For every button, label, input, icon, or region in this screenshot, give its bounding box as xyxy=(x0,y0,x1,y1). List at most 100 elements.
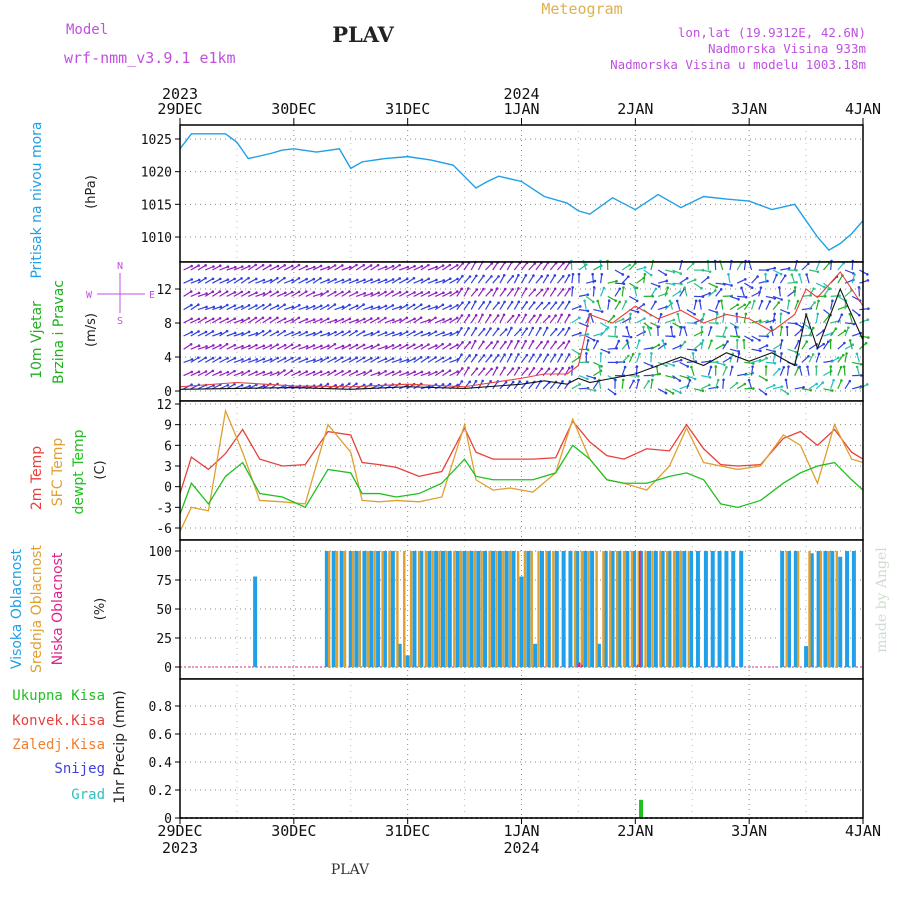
wind-arrow-head xyxy=(779,312,783,316)
wind-arrow-head xyxy=(262,370,266,374)
wind-arrow xyxy=(599,274,603,284)
wind-arrow xyxy=(715,344,724,350)
wind-arrow xyxy=(751,335,760,341)
wind-arrow-head xyxy=(586,293,590,296)
wind-arrow-head xyxy=(847,326,850,329)
wind-arrow xyxy=(463,288,469,297)
wind-arrow xyxy=(233,371,243,377)
wind-arrow xyxy=(240,265,250,271)
wind-arrow-head xyxy=(441,303,445,307)
wind-arrow xyxy=(614,340,620,350)
wind-arrow xyxy=(363,332,373,337)
wind-arrow-head xyxy=(787,299,791,303)
wind-arrow-head xyxy=(503,366,506,370)
low-cloud-bar xyxy=(577,663,580,667)
wind-arrow xyxy=(535,262,542,271)
wind-arrow-head xyxy=(672,318,676,322)
wind-arrow xyxy=(248,278,257,284)
wind-arrow xyxy=(420,264,429,271)
wind-arrow xyxy=(557,342,565,350)
wind-arrow-head xyxy=(621,378,625,382)
wind-arrow xyxy=(844,289,853,297)
wind-arrow-head xyxy=(461,301,464,304)
wind-arrow-head xyxy=(699,342,703,345)
wind-arrow-head xyxy=(715,285,718,289)
wind-arrow-head xyxy=(190,317,193,321)
wind-arrow xyxy=(492,302,500,310)
temp2m-line xyxy=(179,420,864,494)
wind-arrow-head xyxy=(435,265,438,269)
wind-arrow xyxy=(707,327,712,337)
wind-arrow-head xyxy=(785,325,789,329)
wind-arrow-head xyxy=(441,356,445,360)
wind-arrow xyxy=(626,327,630,337)
wind-arrow xyxy=(197,317,206,324)
wind-arrow xyxy=(492,288,498,297)
wind-arrow xyxy=(549,288,556,297)
high-cloud-bar xyxy=(739,551,744,667)
high-cloud-bar xyxy=(823,551,828,667)
wind-arrow xyxy=(669,300,674,310)
wind-arrow xyxy=(657,269,667,276)
wind-arrow-head xyxy=(269,264,272,267)
wind-arrow xyxy=(190,330,199,337)
wind-arrow-head xyxy=(693,278,697,282)
wind-arrow xyxy=(442,343,451,350)
wind-arrow-head xyxy=(427,304,431,308)
wind-arrow-head xyxy=(240,383,244,387)
wind-arrow xyxy=(672,359,682,363)
wind-arrow-head xyxy=(355,343,359,347)
wind-arrow xyxy=(283,357,293,363)
wind-arrow-head xyxy=(654,287,658,291)
wind-arrow-head xyxy=(384,369,387,373)
wind-arrow xyxy=(413,317,422,324)
wind-arrow-head xyxy=(586,309,590,313)
wind-arrow-head xyxy=(852,322,856,326)
wind-arrow xyxy=(219,371,229,377)
wind-arrow xyxy=(427,292,437,297)
wind-arrow xyxy=(255,317,264,324)
wind-arrow xyxy=(305,332,315,337)
wind-arrow xyxy=(700,326,703,337)
wind-arrow xyxy=(334,279,344,284)
wind-arrow xyxy=(643,322,652,329)
wind-arrow-head xyxy=(248,357,251,361)
wind-arrow-head xyxy=(190,358,194,361)
wind-arrow-head xyxy=(218,316,222,320)
temperature-panel: 2m Temp SFC Temp dewpt Temp (C) -6-30369… xyxy=(29,398,864,541)
wind-arrow-head xyxy=(434,370,438,374)
wind-arrow-head xyxy=(255,358,259,361)
wind-arrow-head xyxy=(533,262,537,265)
footer-station: PLAV xyxy=(331,862,370,878)
wind-arrow xyxy=(226,344,236,350)
mid-cloud-bar xyxy=(615,551,619,667)
wind-arrow-head xyxy=(525,300,528,304)
mid-cloud-bar xyxy=(445,551,448,667)
wind-arrow xyxy=(549,315,557,324)
wind-arrow xyxy=(305,359,315,363)
wind-arrow-head xyxy=(829,365,833,368)
wind-arrow-head xyxy=(290,343,294,347)
wind-arrow-head xyxy=(783,274,787,277)
wind-arrow-head xyxy=(570,365,574,368)
wind-arrow-head xyxy=(642,325,645,329)
high-cloud-bar xyxy=(348,551,353,667)
wind-arrow-head xyxy=(312,370,316,374)
wind-arrow xyxy=(729,366,733,376)
wind-arrow-head xyxy=(656,325,660,329)
wind-arrow-head xyxy=(524,313,528,317)
wind-arrow xyxy=(582,261,587,271)
wind-arrow xyxy=(262,304,271,311)
wind-arrow-head xyxy=(511,274,515,278)
wind-gust-line xyxy=(179,271,864,388)
wind-arrow xyxy=(719,261,724,271)
wind-arrow xyxy=(190,265,199,271)
wind-arrow xyxy=(477,368,485,376)
wind-arrow xyxy=(549,341,557,350)
wind-arrow xyxy=(291,357,300,363)
high-cloud-bar xyxy=(419,551,424,667)
wind-arrow-head xyxy=(742,338,746,342)
wind-arrow-head xyxy=(348,265,352,269)
wind-arrow xyxy=(442,370,451,377)
precip-panel: 1hr Precip (mm) Ukupna Kisa Konvek.Kisa … xyxy=(12,678,864,827)
